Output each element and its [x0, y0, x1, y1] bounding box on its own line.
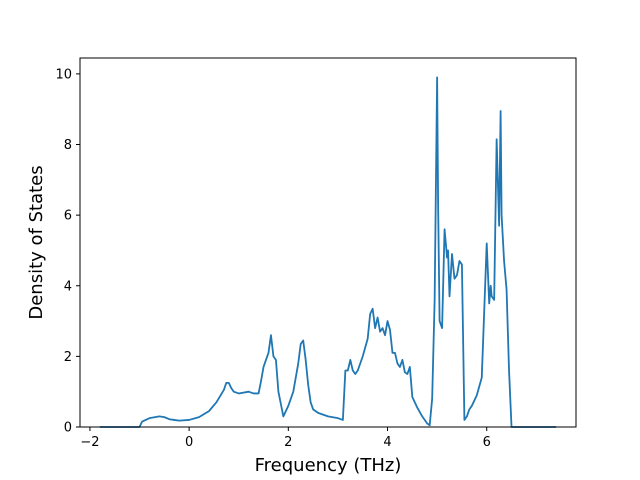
dos-series-line — [99, 76, 557, 428]
x-tick-label: 4 — [383, 435, 391, 450]
y-axis-label: Density of States — [26, 165, 47, 319]
y-tick-label: 10 — [55, 67, 72, 82]
x-tick-label: −2 — [80, 435, 99, 450]
x-tick-label: 6 — [483, 435, 491, 450]
y-tick-label: 0 — [64, 421, 72, 436]
y-tick-label: 4 — [64, 279, 72, 294]
x-tick-label: 0 — [185, 435, 193, 450]
y-tick-label: 2 — [64, 350, 72, 365]
x-tick-label: 2 — [284, 435, 292, 450]
x-axis-label: Frequency (THz) — [255, 455, 402, 476]
plot-frame — [79, 57, 577, 428]
plot-layer — [99, 76, 557, 428]
y-tick-label: 6 — [64, 209, 72, 224]
ticks-layer: −2 0 2 4 6 0 2 4 6 8 10 — [55, 67, 490, 450]
y-tick-label: 8 — [64, 138, 72, 153]
